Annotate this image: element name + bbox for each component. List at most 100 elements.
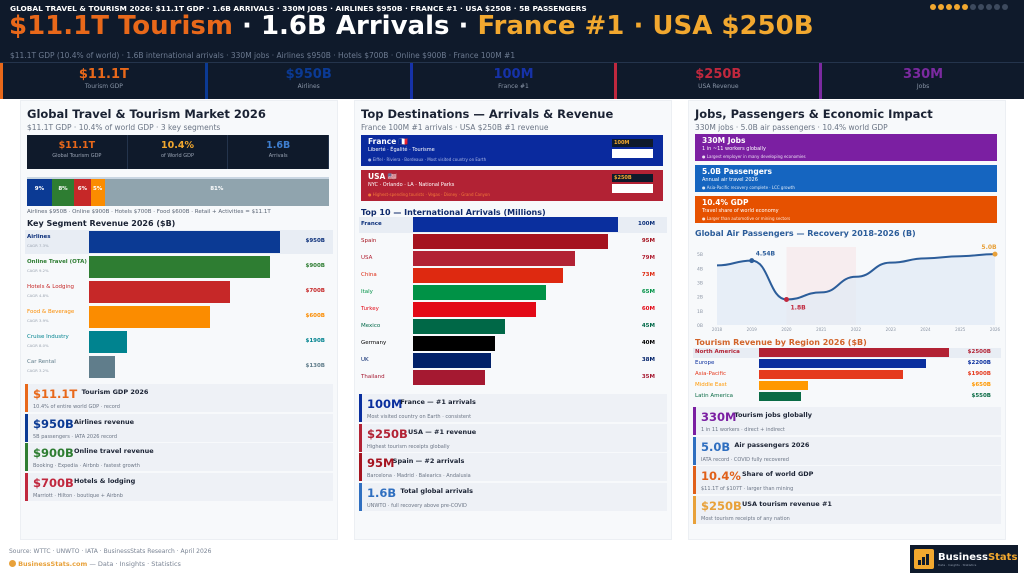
stat-1: 10.4% of World GDP [128, 135, 229, 169]
region-value: $650B [971, 382, 992, 388]
card-sub: 10.4% of entire world GDP · record [33, 404, 120, 410]
card-title: Online travel revenue [74, 447, 154, 455]
page-dot[interactable] [938, 4, 944, 10]
kpi-label: Jobs [916, 83, 930, 90]
stat-card: $11.1T Tourism GDP 2026 10.4% of entire wo… [25, 384, 333, 412]
x-tick-label: 2026 [990, 327, 1001, 331]
share-segment: 8% [51, 179, 75, 206]
y-tick-label: 0B [697, 323, 703, 329]
region-value: $2500B [967, 349, 991, 355]
card-value: 10.4% [701, 469, 741, 483]
page-dot[interactable] [1002, 4, 1008, 10]
y-tick-label: 4B [697, 266, 703, 272]
stat-card: 1.6B Total global arrivals UNWTO · full re… [359, 482, 667, 511]
region-bar [759, 392, 801, 401]
kpi-label: Tourism GDP [84, 83, 123, 90]
destination-card[interactable]: USA 🇺🇸 NYC · Orlando · LA · National Park… [361, 170, 663, 201]
country-label: France [361, 221, 382, 227]
card-sub: Highest tourism receipts globally [367, 443, 450, 450]
card-value: $250B [701, 498, 742, 513]
country-label: Germany [361, 340, 387, 346]
region-label: Asia-Pacific [695, 371, 726, 377]
share-segment: 9% [27, 179, 52, 206]
page-dot[interactable] [994, 4, 1000, 10]
card-title: Spain — #2 arrivals [392, 457, 465, 465]
arrivals-bar [413, 251, 575, 266]
segment-cagr: CAGR 8.0% [27, 343, 49, 348]
page-dot[interactable] [986, 4, 992, 10]
country-label: Spain [361, 238, 377, 244]
region-row: Asia-Pacific $1900B [693, 370, 1001, 380]
headline-part-1: $11.1T Tourism [9, 11, 233, 41]
card-title: USA tourism revenue #1 [742, 499, 832, 508]
page-dot[interactable] [954, 4, 960, 10]
page-dot[interactable] [962, 4, 968, 10]
page-dot[interactable] [970, 4, 976, 10]
page-dot[interactable] [978, 4, 984, 10]
stat-card: $250B USA — #1 revenue Highest tourism rec… [359, 423, 667, 452]
kpi-value: $11.1T [78, 67, 129, 82]
segment-label: Cruise Industry [27, 334, 69, 340]
region-row: Latin America $550B [693, 392, 1001, 402]
badge-box [612, 149, 653, 158]
arrivals-row: Turkey 60M [359, 302, 667, 318]
segment-bar [89, 231, 280, 253]
kpi-label: USA Revenue [698, 83, 739, 90]
arrivals-bar [413, 285, 547, 300]
destination-badge: 100M [612, 139, 653, 147]
stat-label: of World GDP [160, 153, 195, 159]
segment-row: Hotels & Lodging CAGR 4.8% $700B [25, 280, 333, 304]
impact-tagline: Travel share of world economy [702, 208, 779, 214]
arrivals-value: 45M [641, 323, 655, 329]
region-value: $550B [971, 393, 992, 399]
data-label: 1.8B [791, 304, 807, 311]
kpi-label: France #1 [498, 83, 529, 90]
destination-bullet: ● Highest-spending tourists · Vegas · Di… [368, 192, 490, 197]
arrivals-bar [413, 217, 618, 232]
air-passengers-chart: 0B 1B 2B 3B 4B 5B 2018 2019 2020 2021 2022 2023 2024… [697, 244, 1001, 331]
stat-card: $250B USA tourism revenue #1 Most tourism … [693, 495, 1001, 524]
arrivals-bar [413, 319, 506, 334]
card-value: $950B [33, 416, 74, 431]
panel-subtitle: France 100M #1 arrivals · USA $250B #1 r… [361, 123, 549, 132]
stat-0: $11.1T Global Tourism GDP [27, 135, 128, 169]
stat-card: 95M Spain — #2 arrivals Barcelona · Madrid… [359, 453, 667, 481]
footer-site-link[interactable]: BusinessStats.com [18, 560, 88, 568]
page-dot[interactable] [946, 4, 952, 10]
badge-box [612, 184, 653, 193]
region-label: Latin America [695, 393, 734, 399]
logo: BusinessStats Data · Insights · Statistic… [910, 545, 1018, 573]
impact-tagline: 1 in ~11 workers globally [702, 146, 766, 152]
x-tick-label: 2022 [851, 327, 862, 331]
card-sub: Booking · Expedia · Airbnb · fastest gro… [33, 463, 140, 469]
card-sub: IATA record · COVID fully recovered [701, 456, 789, 463]
card-title: Air passengers 2026 [734, 440, 810, 449]
panel-market: Global Travel & Tourism Market 2026 $11.… [20, 100, 338, 540]
destination-name: USA 🇺🇸 [368, 172, 398, 181]
card-value: $11.1T [33, 387, 78, 401]
segment-bar [89, 281, 230, 303]
header-subtitle: $11.1T GDP (10.4% of world) · 1.6B inter… [10, 51, 516, 60]
kpi-4: 330M Jobs [819, 63, 1024, 99]
x-tick-label: 2018 [712, 327, 723, 331]
segment-value: $600B [305, 313, 326, 319]
segment-bar [89, 256, 270, 278]
card-title: France — #1 arrivals [400, 398, 476, 406]
kpi-value: $250B [695, 67, 742, 82]
destination-card[interactable]: France 🇫🇷 Liberté · Égalité · Tourisme ● E… [361, 135, 663, 166]
data-point-marker [784, 296, 789, 302]
stat-card: $900B Online travel revenue Booking · Expe… [25, 443, 333, 471]
page-dot[interactable] [930, 4, 936, 10]
country-label: China [361, 272, 377, 278]
segment-cagr: CAGR 3.2% [27, 368, 49, 373]
share-caption: Airlines $950B · Online $900B · Hotels $… [27, 209, 271, 215]
impact-card: 10.4% GDP Travel share of world economy ● … [695, 196, 997, 223]
segment-label: Hotels & Lodging [27, 284, 75, 290]
y-tick-label: 1B [697, 309, 703, 315]
data-label: 4.54B [756, 251, 776, 258]
header [0, 0, 1024, 62]
region-label: North America [695, 349, 740, 355]
segment-row: Online Travel (OTA) CAGR 9.2% $900B [25, 255, 333, 279]
destination-badge: $250B [612, 174, 653, 182]
region-bar [759, 370, 904, 379]
